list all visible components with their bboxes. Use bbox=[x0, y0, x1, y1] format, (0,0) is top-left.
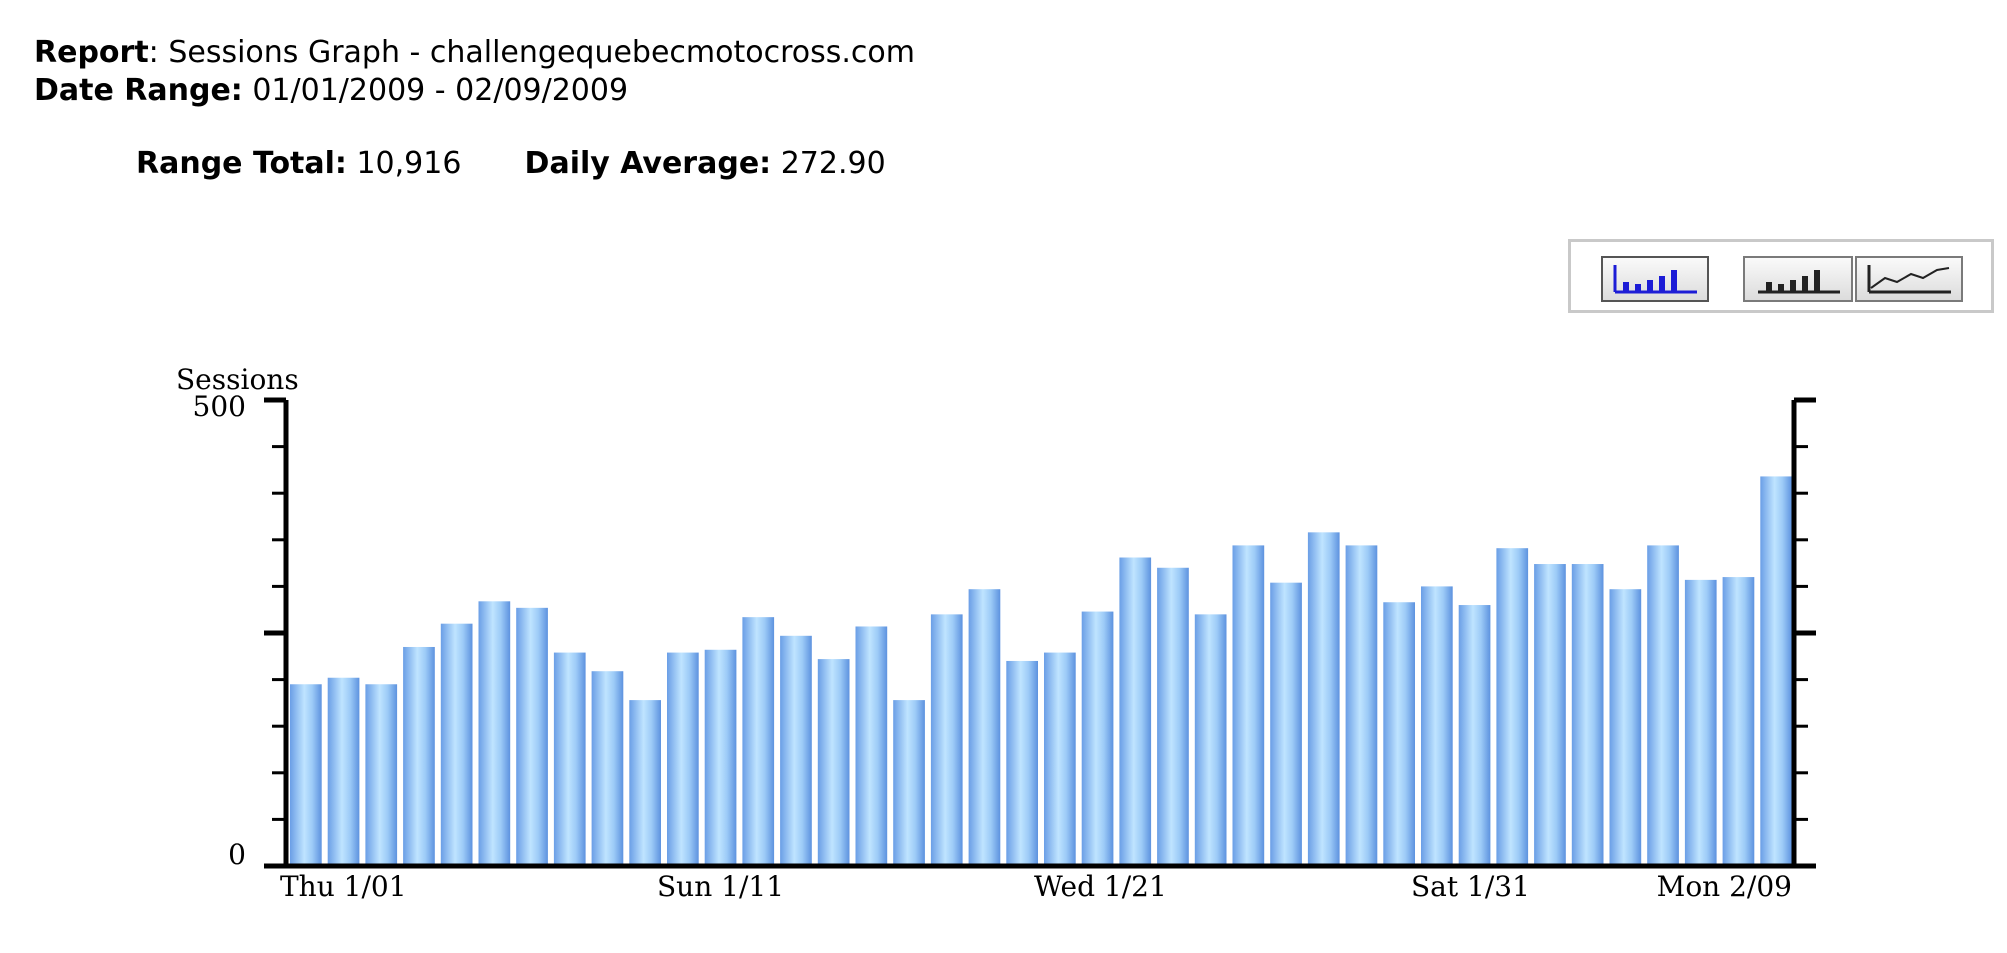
bar-2-02 bbox=[1496, 548, 1529, 866]
bar-1-30 bbox=[1383, 602, 1415, 866]
bar-1-27 bbox=[1270, 582, 1302, 866]
bar-1-21 bbox=[1044, 652, 1076, 866]
bar-1-24 bbox=[1157, 567, 1189, 866]
x-tick-label: Thu 1/01 bbox=[280, 870, 407, 903]
report-line: Report: Sessions Graph - challengequebec… bbox=[34, 34, 915, 72]
bar-1-06 bbox=[478, 601, 511, 866]
chart-view-toggle bbox=[1568, 239, 1994, 313]
color-bar-view-button[interactable] bbox=[1601, 256, 1709, 302]
line-chart-icon bbox=[1867, 265, 1951, 294]
report-header: Report: Sessions Graph - challengequebec… bbox=[34, 34, 915, 110]
bar-1-23 bbox=[1119, 557, 1152, 866]
bar-chart-mono-icon bbox=[1758, 270, 1840, 294]
bar-1-01 bbox=[290, 684, 322, 866]
date-range-label: Date Range: bbox=[34, 73, 243, 108]
bar-1-29 bbox=[1345, 545, 1378, 866]
totals-line: Range Total: 10,916 Daily Average: 272.9… bbox=[136, 146, 886, 181]
report-label: Report bbox=[34, 35, 149, 70]
bar-1-13 bbox=[742, 617, 775, 866]
bar-1-04 bbox=[403, 646, 435, 866]
line-view-button[interactable] bbox=[1855, 256, 1963, 302]
bar-2-05 bbox=[1609, 589, 1642, 866]
bar-2-04 bbox=[1571, 564, 1604, 866]
bar-1-10 bbox=[629, 700, 661, 866]
range-total-value: 10,916 bbox=[346, 146, 462, 181]
bar-2-08 bbox=[1722, 577, 1755, 866]
bar-2-07 bbox=[1684, 579, 1717, 866]
bar-2-06 bbox=[1647, 545, 1679, 866]
axis-labels-group: 500 0 Thu 1/01 Sun 1/11 Wed 1/21 Sat 1/31 Mon … bbox=[193, 390, 1792, 903]
date-range-line: Date Range: 01/01/2009 - 02/09/2009 bbox=[34, 72, 915, 110]
bar-1-17 bbox=[893, 700, 925, 866]
bar-1-18 bbox=[930, 614, 963, 866]
bar-1-25 bbox=[1194, 614, 1227, 866]
bar-1-28 bbox=[1307, 532, 1340, 866]
bar-1-09 bbox=[591, 671, 624, 866]
bar-1-19 bbox=[968, 589, 1001, 866]
bar-1-26 bbox=[1232, 545, 1265, 866]
range-total-label: Range Total: bbox=[136, 146, 347, 181]
bar-1-22 bbox=[1081, 611, 1114, 866]
x-tick-label: Sun 1/11 bbox=[657, 870, 784, 903]
y-tick-label: 0 bbox=[228, 838, 246, 871]
bars-group bbox=[290, 476, 1792, 866]
bar-1-12 bbox=[704, 649, 737, 866]
x-tick-label: Wed 1/21 bbox=[1034, 870, 1167, 903]
bar-1-14 bbox=[780, 635, 812, 866]
y-tick-label: 500 bbox=[193, 390, 246, 423]
bar-2-09 bbox=[1760, 476, 1792, 866]
bar-2-01 bbox=[1458, 605, 1491, 866]
bar-1-05 bbox=[440, 623, 473, 866]
axes-group bbox=[264, 397, 1816, 869]
daily-average-value: 272.90 bbox=[771, 146, 886, 181]
bar-1-31 bbox=[1421, 586, 1453, 866]
bar-1-08 bbox=[553, 652, 586, 866]
bar-1-20 bbox=[1006, 660, 1038, 866]
bar-1-15 bbox=[817, 659, 850, 866]
date-range-value: 01/01/2009 - 02/09/2009 bbox=[242, 73, 629, 108]
report-title: : Sessions Graph - challengequebecmotocr… bbox=[148, 35, 915, 70]
mono-bar-view-button[interactable] bbox=[1743, 256, 1853, 302]
bar-2-03 bbox=[1534, 564, 1566, 866]
bar-1-03 bbox=[365, 684, 398, 866]
bar-1-02 bbox=[327, 677, 360, 866]
daily-average-label: Daily Average: bbox=[524, 146, 772, 181]
bar-1-16 bbox=[855, 626, 888, 866]
y-axis-title: Sessions bbox=[176, 363, 299, 396]
bar-1-07 bbox=[516, 607, 548, 866]
x-tick-label: Mon 2/09 bbox=[1657, 870, 1792, 903]
bar-chart-color-icon bbox=[1613, 265, 1697, 294]
bar-1-11 bbox=[667, 652, 699, 866]
x-tick-label: Sat 1/31 bbox=[1411, 870, 1530, 903]
